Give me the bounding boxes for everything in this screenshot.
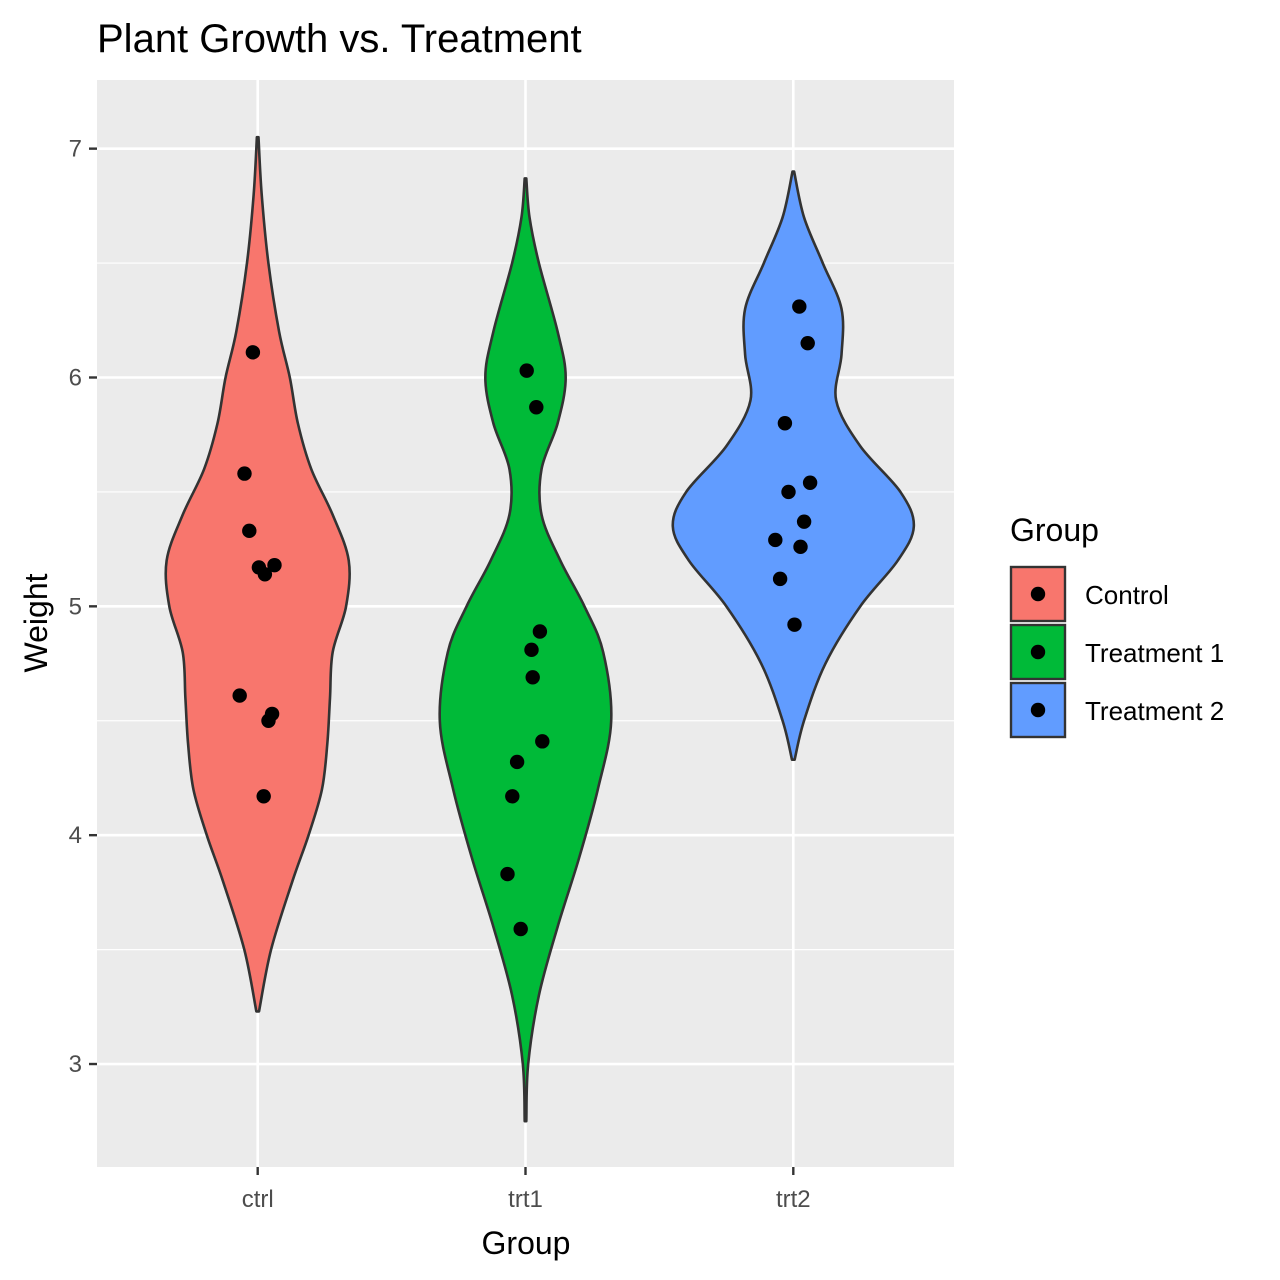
point-ctrl xyxy=(245,345,261,360)
y-axis-title: Weight xyxy=(18,573,54,672)
point-trt1 xyxy=(525,670,540,685)
legend-point xyxy=(1030,586,1046,602)
point-trt2 xyxy=(777,416,793,431)
point-trt1 xyxy=(513,921,528,937)
y-tick-label: 3 xyxy=(69,1051,82,1078)
point-ctrl xyxy=(257,567,273,582)
y-tick-label: 6 xyxy=(69,364,82,391)
point-trt2 xyxy=(772,571,788,587)
legend-label: Control xyxy=(1085,580,1169,610)
point-trt2 xyxy=(781,484,796,500)
point-trt1 xyxy=(500,866,515,882)
legend: Control Treatment 1 Treatment 2 xyxy=(1009,565,1224,739)
y-tick-label: 4 xyxy=(69,822,82,849)
point-trt2 xyxy=(768,532,783,548)
point-trt2 xyxy=(793,539,808,555)
legend-point xyxy=(1030,702,1046,718)
point-trt2 xyxy=(800,335,815,351)
x-tick-label: trt1 xyxy=(508,1186,543,1213)
legend-point xyxy=(1030,644,1046,660)
x-tick-label: trt2 xyxy=(776,1186,811,1213)
x-axis: ctrl trt1 trt2 xyxy=(242,1167,811,1213)
point-trt1 xyxy=(524,642,539,658)
y-tick-label: 7 xyxy=(69,136,82,163)
point-trt2 xyxy=(802,475,818,490)
point-ctrl xyxy=(242,523,257,539)
legend-title: Group xyxy=(1010,512,1099,548)
point-trt1 xyxy=(519,363,534,378)
point-ctrl xyxy=(237,466,252,481)
legend-label: Treatment 2 xyxy=(1085,696,1224,726)
point-trt2 xyxy=(787,617,802,632)
x-tick-label: ctrl xyxy=(242,1186,274,1213)
point-trt2 xyxy=(796,514,812,529)
point-trt1 xyxy=(529,400,544,415)
point-ctrl xyxy=(256,789,271,804)
point-ctrl xyxy=(232,688,247,703)
point-ctrl xyxy=(267,557,282,573)
point-trt2 xyxy=(792,299,807,314)
x-axis-title: Group xyxy=(482,1225,571,1261)
violin-trt2 xyxy=(671,170,916,761)
point-trt1 xyxy=(505,789,520,804)
point-ctrl xyxy=(264,706,280,722)
y-tick-label: 5 xyxy=(69,593,82,620)
chart-title: Plant Growth vs. Treatment xyxy=(97,17,582,61)
data-points xyxy=(232,299,818,937)
point-trt1 xyxy=(532,624,548,639)
y-axis: 3 4 5 6 7 xyxy=(69,136,97,1078)
legend-label: Treatment 1 xyxy=(1085,638,1224,668)
point-trt1 xyxy=(535,734,550,749)
point-trt1 xyxy=(509,754,525,770)
